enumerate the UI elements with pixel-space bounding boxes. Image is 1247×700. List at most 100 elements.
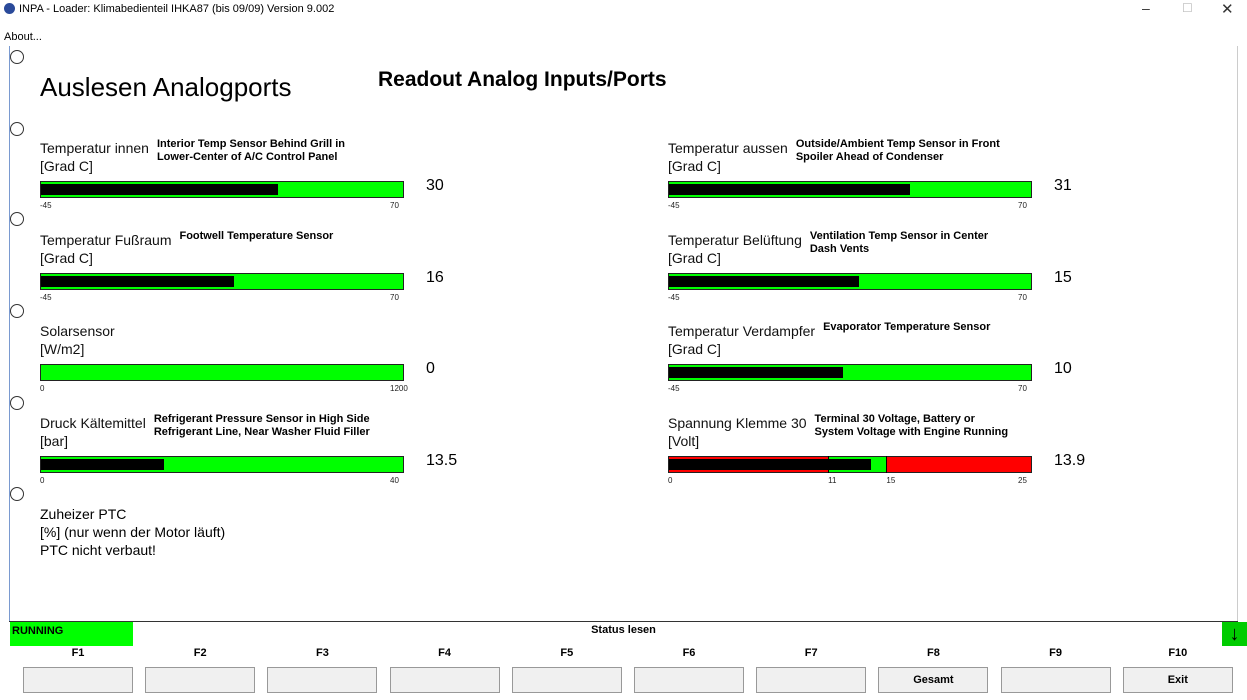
gauge-header: Temperatur Verdampfer Evaporator Temperat… — [668, 321, 990, 339]
function-key-label: F3 — [315, 647, 329, 659]
gauge-note: Evaporator Temperature Sensor — [823, 321, 990, 334]
gauge-value: 31 — [1054, 177, 1072, 194]
tick-label: 40 — [390, 475, 399, 485]
note-line: Refrigerant Pressure Sensor in High Side — [153, 412, 370, 425]
gauge-bar — [40, 272, 404, 290]
tick-label: 70 — [390, 201, 399, 210]
radio-button[interactable] — [10, 304, 24, 318]
tick-label: 70 — [1018, 384, 1027, 393]
function-button[interactable]: Gesamt — [878, 667, 989, 693]
app-icon — [4, 3, 15, 14]
gauge-unit: [Grad C] — [668, 249, 721, 266]
tick-label: 0 — [40, 475, 45, 485]
gauge-header: Druck Kältemittel Refrigerant Pressure Se… — [40, 412, 370, 439]
function-key-label: F6 — [682, 647, 696, 659]
gauge-label: Temperatur aussen — [668, 140, 788, 156]
function-button[interactable] — [145, 667, 256, 693]
gauge-header: Temperatur Fußraum Footwell Temperature S… — [40, 230, 333, 248]
gauge-header: Temperatur innen Interior Temp Sensor Beh… — [40, 138, 345, 164]
gauge-bar — [40, 364, 404, 381]
gauge-header: Solarsensor — [40, 323, 115, 339]
heater-line: [%] (nur wenn der Motor läuft) — [40, 524, 226, 540]
radio-button[interactable] — [10, 122, 24, 136]
gauge-header: Temperatur aussen Outside/Ambient Temp Se… — [668, 138, 1000, 164]
gauge-value: 30 — [426, 177, 444, 194]
radio-button[interactable] — [10, 212, 24, 226]
gauge-note: Terminal 30 Voltage, Battery or System Vo… — [815, 413, 1009, 439]
heater-line: PTC nicht verbaut! — [40, 542, 156, 558]
gauge-header: Temperatur Belüftung Ventilation Temp Sen… — [668, 230, 988, 256]
gauge-label: Solarsensor — [40, 323, 115, 339]
gauge-value: 15 — [1054, 268, 1072, 286]
note-line: Ventilation Temp Sensor in Center — [809, 229, 989, 242]
right-border — [1237, 46, 1238, 621]
gauge-note: Ventilation Temp Sensor in Center Dash Ve… — [810, 230, 988, 256]
note-line: Evaporator Temperature Sensor — [823, 321, 991, 333]
maximize-button[interactable]: ☐ — [1182, 1, 1193, 15]
gauge-unit: [bar] — [40, 432, 69, 449]
function-key-label: F2 — [193, 647, 207, 659]
function-button[interactable] — [1000, 667, 1111, 693]
tick-label: 70 — [1018, 292, 1027, 302]
minimize-button[interactable]: – — [1142, 0, 1150, 16]
tick-mark — [828, 455, 830, 473]
gauge-fill — [41, 458, 164, 470]
note-line: Interior Temp Sensor Behind Grill in — [156, 138, 345, 150]
note-line: Lower-Center of A/C Control Panel — [156, 151, 338, 163]
heater-line: Zuheizer PTC — [40, 506, 127, 522]
close-button[interactable]: ✕ — [1221, 1, 1234, 18]
function-button[interactable]: Exit — [1122, 667, 1233, 693]
gauge-unit: [Grad C] — [40, 158, 93, 174]
gauge-label: Temperatur Fußraum — [40, 231, 172, 248]
gauge-bar — [668, 455, 1032, 473]
function-button[interactable] — [389, 667, 500, 693]
function-button[interactable] — [267, 667, 378, 693]
heading-title: Auslesen Analogports — [40, 72, 292, 102]
radio-button[interactable] — [10, 396, 24, 410]
tick-label: 70 — [1018, 201, 1027, 210]
tick-label: -45 — [40, 201, 52, 210]
status-text: Status lesen — [591, 624, 656, 636]
gauge-value: 0 — [426, 360, 435, 377]
scroll-arrow[interactable]: ↓ — [1222, 622, 1247, 646]
gauge-bar — [40, 181, 404, 198]
gauge-fill — [669, 458, 872, 470]
gauge-note: Footwell Temperature Sensor — [179, 230, 333, 243]
function-key-label: F4 — [438, 647, 452, 659]
note-line: Refrigerant Line, Near Washer Fluid Fill… — [153, 425, 370, 438]
function-key-label: F8 — [926, 647, 940, 659]
menu-about[interactable]: About... — [4, 31, 42, 43]
left-border — [9, 46, 10, 621]
note-line: Dash Vents — [809, 242, 870, 255]
radio-button[interactable] — [10, 50, 24, 64]
radio-button[interactable] — [10, 487, 24, 501]
tick-label: 0 — [40, 384, 45, 393]
note-line: Spoiler Ahead of Condenser — [795, 151, 944, 163]
tick-label: 0 — [668, 475, 673, 485]
function-button[interactable] — [511, 667, 622, 693]
tick-label: 1200 — [390, 384, 408, 393]
note-line: Outside/Ambient Temp Sensor in Front — [795, 138, 1000, 150]
status-divider — [9, 621, 1238, 622]
function-button[interactable] — [23, 667, 133, 693]
tick-label: 11 — [828, 475, 837, 485]
gauge-bar — [40, 455, 404, 473]
gauge-unit: [Grad C] — [668, 158, 721, 174]
gauge-note: Outside/Ambient Temp Sensor in Front Spoi… — [796, 138, 1000, 164]
gauge-value: 10 — [1054, 360, 1072, 377]
tick-label: -45 — [40, 292, 52, 302]
gauge-fill — [41, 184, 279, 195]
tick-label: 15 — [886, 475, 896, 485]
function-key-label: F5 — [560, 647, 574, 659]
tick-mark — [886, 455, 888, 473]
gauge-label: Temperatur Verdampfer — [668, 323, 816, 339]
gauge-header: Spannung Klemme 30 Terminal 30 Voltage, B… — [668, 413, 1009, 439]
gauge-unit: [Grad C] — [40, 249, 93, 266]
gauge-fill — [669, 367, 844, 378]
tick-label: -45 — [668, 292, 680, 302]
note-line: Footwell Temperature Sensor — [179, 229, 334, 242]
function-button[interactable] — [634, 667, 744, 693]
function-button[interactable] — [756, 667, 867, 693]
gauge-fill — [669, 275, 859, 287]
